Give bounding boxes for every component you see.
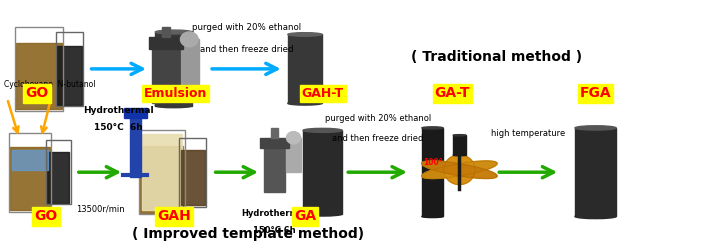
Bar (45, 140, 71, 204)
Text: 150°C  6h: 150°C 6h (94, 123, 143, 132)
Polygon shape (444, 155, 475, 184)
Ellipse shape (303, 128, 342, 132)
Ellipse shape (453, 154, 466, 156)
Text: GAH: GAH (157, 210, 191, 223)
Polygon shape (422, 161, 497, 179)
Text: ( Improved template method): ( Improved template method) (132, 227, 364, 241)
Polygon shape (422, 161, 497, 179)
Bar (162, 27, 170, 37)
Polygon shape (422, 161, 497, 179)
Bar (264, 148, 285, 192)
Bar (181, 39, 199, 84)
Text: GA-T: GA-T (435, 87, 470, 100)
Bar (9, 133, 51, 212)
Text: and then freeze dried: and then freeze dried (200, 45, 294, 54)
Bar (130, 116, 141, 177)
Ellipse shape (180, 32, 199, 47)
Text: and then freeze dried: and then freeze dried (333, 134, 423, 143)
Bar (260, 138, 289, 148)
Bar (15, 27, 63, 111)
Bar (124, 108, 147, 118)
Text: ( Traditional method ): ( Traditional method ) (411, 50, 582, 63)
Ellipse shape (575, 214, 616, 219)
Bar (288, 34, 322, 103)
Bar (453, 135, 466, 155)
Bar (10, 147, 50, 210)
Bar (155, 32, 192, 106)
Ellipse shape (422, 215, 443, 217)
Ellipse shape (303, 212, 342, 216)
Text: FGA: FGA (580, 87, 611, 100)
Bar (152, 49, 179, 103)
Bar (47, 152, 69, 203)
Ellipse shape (288, 33, 322, 36)
Ellipse shape (453, 135, 466, 136)
Polygon shape (422, 161, 497, 179)
Bar (179, 138, 206, 207)
Ellipse shape (288, 102, 322, 105)
Bar (138, 130, 184, 214)
Text: GA: GA (294, 210, 316, 223)
Text: Hydrothermal: Hydrothermal (83, 106, 154, 115)
Text: 150°C 6h: 150°C 6h (253, 226, 296, 235)
Bar (149, 37, 183, 49)
Bar (181, 150, 205, 205)
Text: 100°: 100° (423, 158, 442, 167)
Text: 13500r/min: 13500r/min (76, 204, 124, 213)
Bar (57, 46, 82, 105)
Bar (422, 128, 443, 216)
Text: GAH-T: GAH-T (301, 87, 344, 100)
Bar (271, 128, 278, 138)
Bar (12, 150, 48, 170)
Ellipse shape (575, 126, 616, 130)
Bar (575, 128, 616, 216)
Bar (142, 134, 182, 210)
Bar (56, 32, 83, 106)
Ellipse shape (286, 132, 301, 144)
Text: Hydrothermal: Hydrothermal (242, 209, 307, 218)
Text: purged with 20% ethanol: purged with 20% ethanol (325, 114, 431, 123)
Bar (286, 138, 301, 172)
Polygon shape (444, 155, 475, 184)
Text: purged with 20% ethanol: purged with 20% ethanol (192, 23, 301, 32)
Ellipse shape (155, 30, 192, 34)
Ellipse shape (155, 104, 192, 108)
Text: Emulsion: Emulsion (144, 87, 208, 100)
Text: GO: GO (26, 87, 48, 100)
Text: GO: GO (35, 210, 57, 223)
Bar (303, 130, 342, 214)
Bar (140, 146, 183, 213)
Ellipse shape (422, 127, 443, 129)
Text: Cyclohexane  N-butanol: Cyclohexane N-butanol (4, 79, 95, 89)
Text: high temperature: high temperature (491, 129, 565, 138)
Bar (16, 43, 62, 109)
